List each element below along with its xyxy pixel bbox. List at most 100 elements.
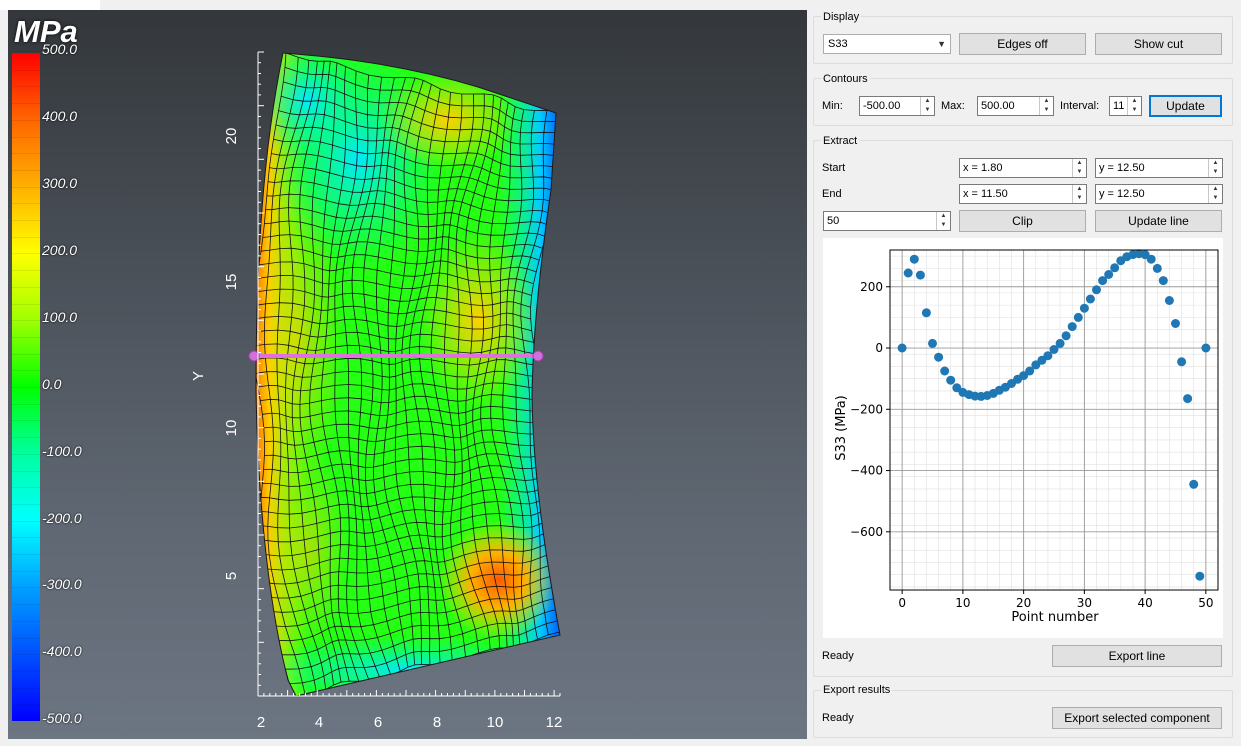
export-status: Ready <box>822 712 854 724</box>
cut-line-start-handle[interactable] <box>248 350 260 362</box>
export-results-group <box>813 690 1233 738</box>
min-value: -500.00 <box>863 100 901 112</box>
interval-spinbox[interactable]: 11 ▲ ▼ <box>1109 96 1142 116</box>
end-x-spinbox[interactable]: x = 11.50 ▲ ▼ <box>959 184 1087 204</box>
interval-value: 11 <box>1113 100 1125 112</box>
start-x-spin-arrows[interactable]: ▲ ▼ <box>1072 159 1086 177</box>
export-selected-component-button[interactable]: Export selected component <box>1052 707 1222 729</box>
start-label: Start <box>822 162 846 174</box>
chart-point <box>1164 296 1174 305</box>
colorbar-step <box>12 136 40 138</box>
colorbar-step <box>12 453 40 455</box>
end-x-value: x = 11.50 <box>963 188 1008 200</box>
colorbar-step <box>12 336 40 338</box>
max-spinbox[interactable]: 500.00 ▲ ▼ <box>977 96 1054 116</box>
colorbar-step <box>12 520 40 522</box>
interval-label: Interval: <box>1060 100 1100 112</box>
end-x-spin-arrows[interactable]: ▲ ▼ <box>1072 185 1086 203</box>
chart-x-tick-label: 20 <box>1016 596 1031 610</box>
mesh-col-line <box>299 61 342 683</box>
start-y-spinbox[interactable]: y = 12.50 ▲ ▼ <box>1095 158 1223 178</box>
line-plot[interactable]: 0 10 20 30 40 50 200 0 −200 −400 −600 Point number… <box>823 238 1223 638</box>
mesh-grid <box>256 53 560 696</box>
line-plot-svg[interactable]: 0 10 20 30 40 50 200 0 −200 −400 −600 Point number… <box>823 238 1223 638</box>
x-axis-tick-10: 10 <box>487 714 504 731</box>
colorbar-step <box>12 86 40 88</box>
mesh-col-line <box>285 61 327 690</box>
show-cut-button[interactable]: Show cut <box>1095 33 1222 55</box>
contours-group-title: Contours <box>821 73 870 85</box>
extract-group-title: Extract <box>821 135 860 147</box>
chart-point <box>1177 357 1187 367</box>
chart-point <box>1092 285 1101 295</box>
end-y-spinbox[interactable]: y = 12.50 ▲ ▼ <box>1095 184 1223 204</box>
component-select[interactable]: S33 ▼ <box>823 34 951 54</box>
y-axis-tick-5: 5 <box>223 572 240 580</box>
mesh-col-line <box>409 88 441 665</box>
cut-line-end-handle[interactable] <box>532 350 544 362</box>
colorbar-step <box>12 69 40 71</box>
x-axis-tick-2: 2 <box>257 714 265 731</box>
mesh-col-line <box>465 94 500 648</box>
chart-y-tick-label: 0 <box>875 341 883 355</box>
colorbar-step <box>12 303 40 305</box>
edges-off-button[interactable]: Edges off <box>959 33 1086 55</box>
mesh-col-line <box>363 77 401 672</box>
chart-y-tick-label: −200 <box>850 402 883 416</box>
chart-points <box>897 249 1211 581</box>
chart-y-tick-label: −600 <box>850 525 883 539</box>
chart-point <box>946 375 956 385</box>
start-x-value: x = 1.80 <box>963 162 1003 174</box>
y-axis-title: Y <box>190 371 207 381</box>
start-y-value: y = 12.50 <box>1099 162 1145 174</box>
update-contours-button[interactable]: Update <box>1149 95 1222 117</box>
colorbar-step <box>12 654 40 656</box>
start-y-spin-arrows[interactable]: ▲ ▼ <box>1208 159 1222 177</box>
update-line-button[interactable]: Update line <box>1095 210 1222 232</box>
colorbar-step <box>12 637 40 639</box>
contours-group <box>813 78 1233 126</box>
colorbar-step <box>12 270 40 272</box>
colorbar-step <box>12 403 40 405</box>
3d-viewport[interactable]: Y 20 15 10 5 2 4 6 8 10 12 MPa 500.0 400… <box>8 10 807 739</box>
export-line-button[interactable]: Export line <box>1052 645 1222 667</box>
chart-y-tick-label: 200 <box>860 280 883 294</box>
max-spin-arrows[interactable]: ▲ ▼ <box>1039 97 1053 115</box>
chart-point <box>1055 338 1065 348</box>
mesh-body <box>256 53 560 696</box>
colorbar-step <box>12 169 40 171</box>
mesh-col-line <box>472 97 508 648</box>
min-spin-arrows[interactable]: ▲ ▼ <box>920 97 934 115</box>
min-spinbox[interactable]: -500.00 ▲ ▼ <box>859 96 935 116</box>
top-strip <box>0 0 100 10</box>
mesh-col-line <box>334 70 370 682</box>
start-x-spinbox[interactable]: x = 1.80 ▲ ▼ <box>959 158 1087 178</box>
chart-point <box>952 383 962 393</box>
colorbar-step <box>12 570 40 572</box>
colorbar-step <box>12 320 40 322</box>
chart-point <box>921 308 931 318</box>
mesh-col-line <box>276 60 317 694</box>
chart-point <box>1171 319 1180 328</box>
chart-point <box>1061 331 1071 341</box>
chart-x-tick-label: 50 <box>1198 596 1213 610</box>
colorbar <box>12 53 40 721</box>
colorbar-step <box>12 604 40 606</box>
points-spin-arrows[interactable]: ▲ ▼ <box>936 212 950 230</box>
mesh-canvas[interactable]: Y 20 15 10 5 2 4 6 8 10 12 <box>8 10 807 739</box>
mesh-col-line <box>320 66 360 682</box>
clip-button[interactable]: Clip <box>959 210 1086 232</box>
colorbar-unit: MPa <box>14 14 78 49</box>
colorbar-label-100: 100.0 <box>42 309 78 325</box>
end-y-spin-arrows[interactable]: ▲ ▼ <box>1208 185 1222 203</box>
points-spinbox[interactable]: 50 ▲ ▼ <box>823 211 951 231</box>
mesh-col-line <box>351 77 392 676</box>
chart-x-tick-label: 10 <box>955 596 970 610</box>
chart-point <box>1189 479 1199 489</box>
interval-spin-arrows[interactable]: ▲ ▼ <box>1127 97 1141 115</box>
mesh-col-line <box>520 110 549 635</box>
chart-point <box>903 268 913 278</box>
colorbar-step <box>12 587 40 589</box>
colorbar-label-300: 300.0 <box>42 175 78 191</box>
mesh-col-line <box>291 61 334 686</box>
